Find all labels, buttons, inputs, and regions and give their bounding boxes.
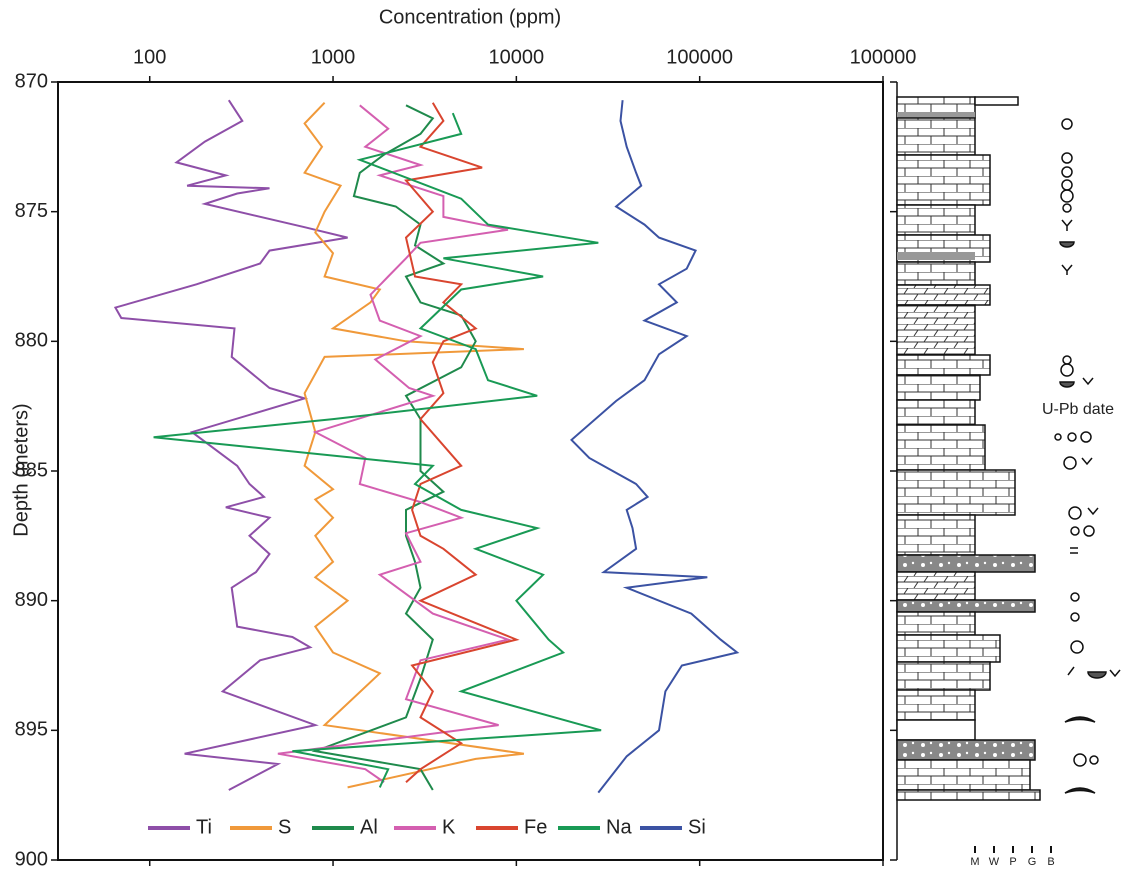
y-tick-label: 880	[15, 330, 48, 352]
series-line	[113, 99, 348, 791]
x-tick-label: 10000	[489, 46, 545, 68]
x-tick-label: 100000	[850, 46, 917, 68]
series-line	[303, 102, 525, 789]
y-tick-label: 900	[15, 848, 48, 870]
legend-label: S	[278, 816, 291, 838]
y-tick-label: 890	[15, 589, 48, 611]
chart-title: Concentration (ppm)	[379, 6, 561, 28]
fossil-symbols	[1054, 118, 1121, 794]
column-layers	[896, 96, 1041, 801]
x-tick-label: 100000	[666, 46, 733, 68]
legend-label: K	[442, 816, 456, 838]
legend-label: Na	[606, 816, 632, 838]
grain-label: P	[1009, 856, 1016, 868]
y-axis-label: Depth (meters)	[10, 403, 32, 536]
y-tick-label: 870	[15, 70, 48, 92]
legend-label: Al	[360, 816, 378, 838]
y-tick-label: 875	[15, 200, 48, 222]
series-line	[153, 112, 602, 788]
plot-frame	[57, 81, 884, 861]
x-tick-label: 1000	[311, 46, 356, 68]
y-tick-label: 885	[15, 459, 48, 481]
y-tick-label: 895	[15, 719, 48, 741]
column-annotation: U-Pb date	[1042, 401, 1114, 418]
grain-label: W	[989, 856, 1000, 868]
grain-label: G	[1028, 856, 1037, 868]
series-line	[404, 102, 520, 783]
grain-label: M	[970, 856, 979, 868]
x-tick-label: 100	[133, 46, 166, 68]
series-line	[570, 100, 740, 794]
legend: Ti S Al K Fe Na Si	[148, 816, 706, 838]
legend-label: Fe	[524, 816, 547, 838]
series-line	[277, 104, 512, 784]
series-line	[311, 104, 477, 791]
grain-label: B	[1047, 856, 1054, 868]
legend-label: Ti	[196, 816, 212, 838]
legend-label: Si	[688, 816, 706, 838]
